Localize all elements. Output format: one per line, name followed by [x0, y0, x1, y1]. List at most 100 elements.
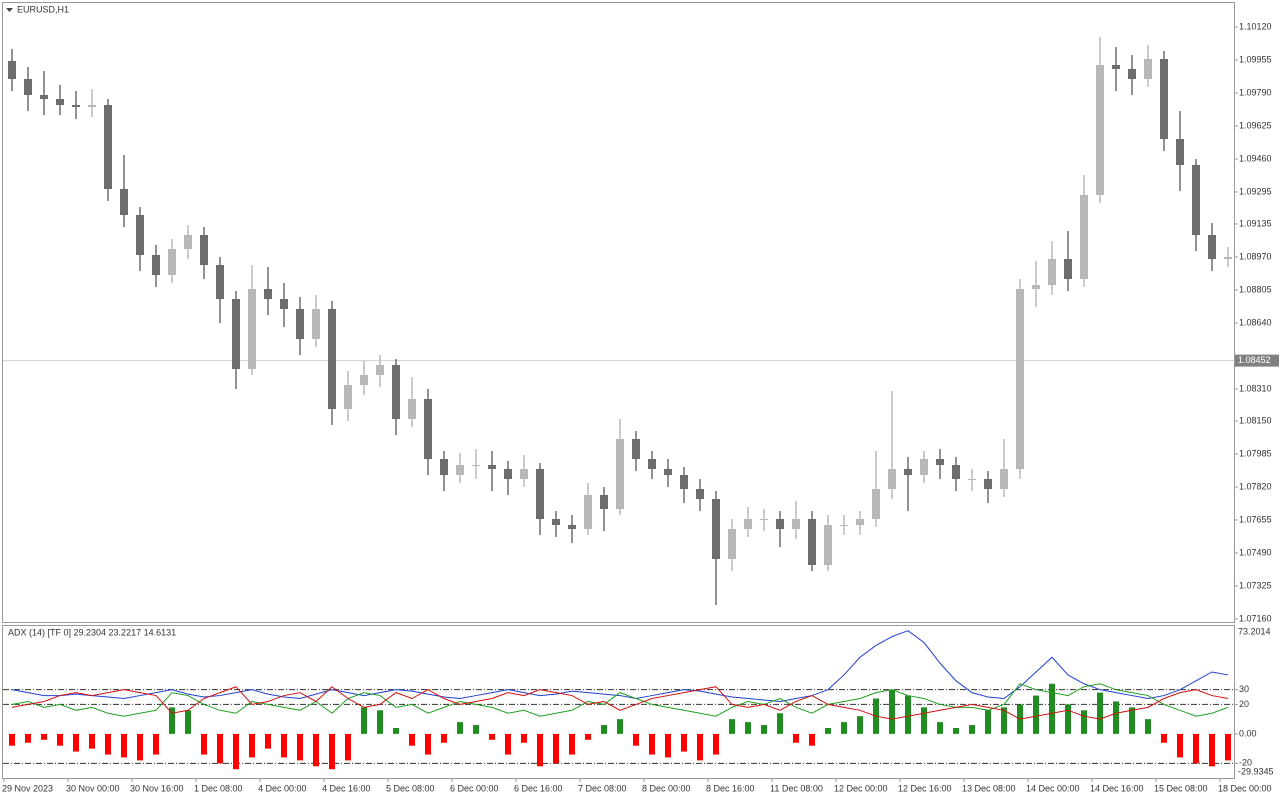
candle-body — [712, 499, 720, 559]
candle-body — [1144, 59, 1152, 79]
candle-body — [152, 255, 160, 275]
candle-body — [776, 519, 784, 529]
histogram-bar — [489, 733, 495, 740]
histogram-bar — [153, 733, 159, 755]
x-tick-label: 5 Dec 08:00 — [386, 783, 435, 793]
y-tick-label: 1.08640 — [1239, 317, 1272, 327]
histogram-bar — [697, 733, 703, 761]
candle-body — [744, 519, 752, 529]
histogram-bar — [569, 733, 575, 755]
main-frame — [2, 2, 1235, 623]
histogram-bar — [409, 733, 415, 746]
histogram-bar — [745, 722, 751, 734]
candle-body — [72, 105, 80, 107]
histogram-bar — [1129, 707, 1135, 734]
candle-body — [120, 189, 128, 215]
candle-body — [504, 469, 512, 479]
histogram-bar — [553, 733, 559, 764]
candle-body — [296, 309, 304, 339]
y-tick-label: 1.07325 — [1239, 580, 1272, 590]
histogram-bar — [249, 733, 255, 758]
y-tick-label: 1.09135 — [1239, 218, 1272, 228]
x-tick-label: 29 Nov 2023 — [2, 783, 53, 793]
candle-body — [1032, 285, 1040, 289]
candle-body — [200, 235, 208, 265]
histogram-bar — [953, 727, 959, 734]
last-price-box — [1235, 354, 1279, 367]
candle-body — [968, 479, 976, 480]
candle-body — [1000, 469, 1008, 489]
candle-body — [664, 469, 672, 475]
x-tick-label: 4 Dec 00:00 — [258, 783, 307, 793]
indicator-title: ADX (14) [TF 0] 29.2304 23.2217 14.6131 — [8, 627, 176, 637]
candle-body — [1176, 139, 1184, 165]
histogram-bar — [73, 733, 79, 752]
candle-body — [920, 459, 928, 475]
histogram-bar — [681, 733, 687, 752]
candle-body — [104, 105, 112, 189]
histogram-bar — [585, 733, 591, 740]
y-tick-label: 0.00 — [1239, 728, 1257, 738]
candle-body — [536, 469, 544, 519]
y-tick-label: 1.09460 — [1239, 153, 1272, 163]
histogram-bar — [41, 733, 47, 740]
candle-body — [728, 529, 736, 559]
candle-body — [648, 459, 656, 469]
x-tick-label: 30 Nov 00:00 — [66, 783, 120, 793]
histogram-bar — [1001, 707, 1007, 734]
candle-body — [952, 465, 960, 479]
candle-body — [1016, 289, 1024, 469]
indicator-line — [11, 686, 1229, 720]
y-tick-label: 1.09295 — [1239, 186, 1272, 196]
candle-body — [520, 469, 528, 479]
candle-body — [856, 519, 864, 525]
candle-body — [792, 519, 800, 529]
histogram-bar — [441, 733, 447, 743]
candle-body — [1064, 259, 1072, 279]
x-tick-label: 18 Dec 00:00 — [1218, 783, 1272, 793]
y-tick-label: 1.08150 — [1239, 415, 1272, 425]
histogram-bar — [825, 727, 831, 734]
histogram-bar — [393, 727, 399, 734]
candle-body — [1048, 259, 1056, 285]
histogram-bar — [377, 710, 383, 734]
candle-body — [40, 95, 48, 99]
y-limit-label: -29.9345 — [1238, 766, 1274, 776]
histogram-bar — [729, 719, 735, 734]
histogram-bar — [985, 710, 991, 734]
histogram-bar — [201, 733, 207, 755]
y-tick-label: 30 — [1239, 684, 1249, 694]
y-tick-label: 1.08310 — [1239, 383, 1272, 393]
y-tick-label: 1.07985 — [1239, 448, 1272, 458]
candle-body — [552, 519, 560, 525]
histogram-bar — [1065, 704, 1071, 734]
x-tick-label: 1 Dec 08:00 — [194, 783, 243, 793]
histogram-bar — [505, 733, 511, 755]
x-tick-label: 8 Dec 00:00 — [642, 783, 691, 793]
x-tick-label: 12 Dec 16:00 — [898, 783, 952, 793]
histogram-bar — [633, 733, 639, 746]
histogram-bar — [777, 713, 783, 734]
last-price-label: 1.08452 — [1238, 355, 1271, 365]
histogram-bar — [1209, 733, 1215, 767]
candle-body — [1128, 69, 1136, 79]
candle-body — [984, 479, 992, 489]
x-tick-label: 6 Dec 00:00 — [450, 783, 499, 793]
candle-body — [600, 495, 608, 509]
x-tick-label: 4 Dec 16:00 — [322, 783, 371, 793]
candle-body — [136, 215, 144, 255]
histogram-bar — [1113, 701, 1119, 734]
candle-body — [216, 265, 224, 299]
y-tick-label: 1.09625 — [1239, 120, 1272, 130]
menu-triangle[interactable] — [6, 8, 13, 12]
x-tick-label: 30 Nov 16:00 — [130, 783, 184, 793]
candle-body — [568, 525, 576, 529]
histogram-bar — [345, 733, 351, 761]
candle-body — [264, 289, 272, 299]
candle-body — [248, 289, 256, 369]
x-tick-label: 15 Dec 08:00 — [1154, 783, 1208, 793]
histogram-bar — [793, 733, 799, 743]
histogram-bar — [1097, 692, 1103, 734]
candle-body — [680, 475, 688, 489]
